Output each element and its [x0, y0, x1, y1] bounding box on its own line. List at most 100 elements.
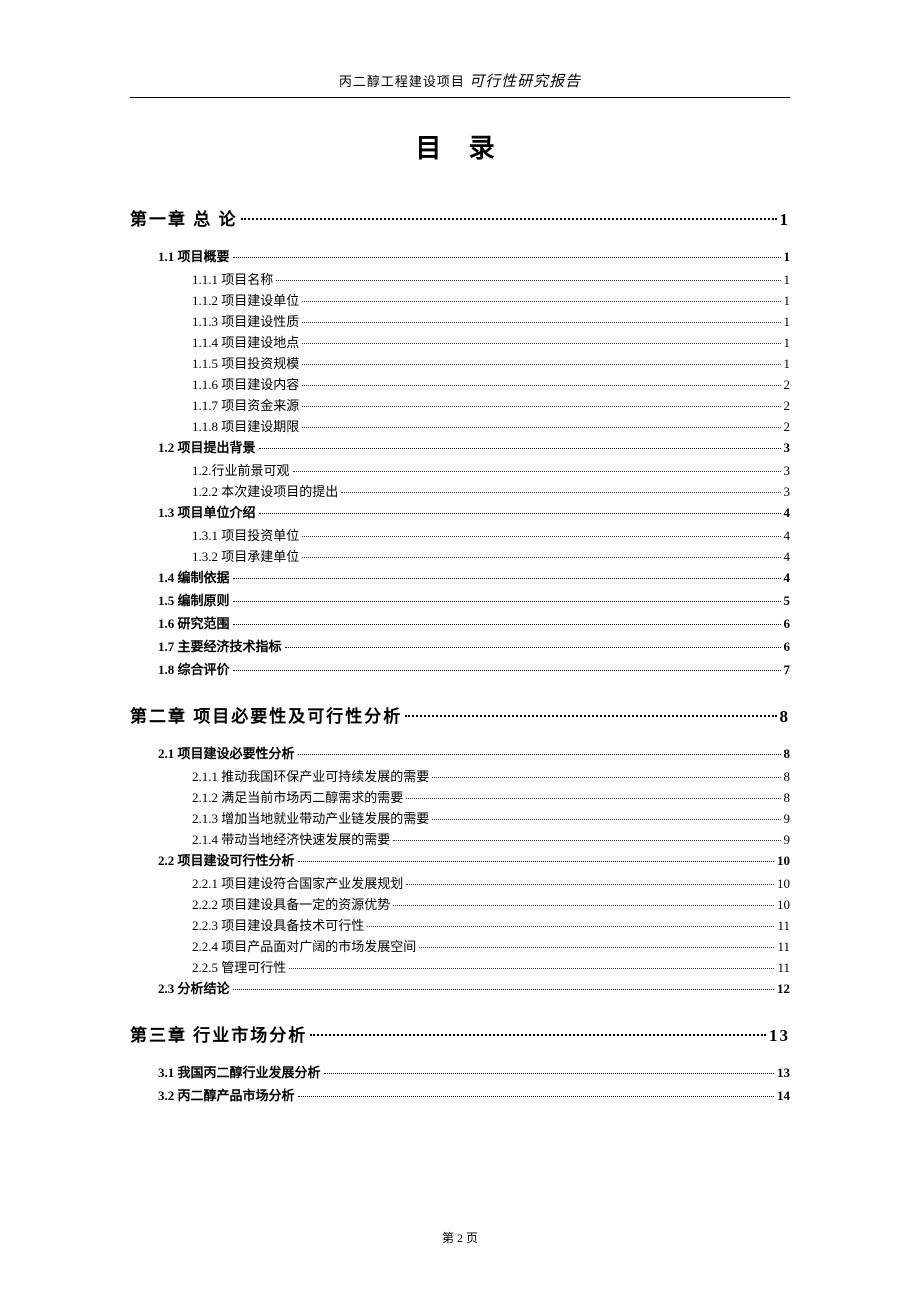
- toc-entry-page: 3: [784, 440, 791, 456]
- toc-leader-dots: [406, 798, 780, 799]
- toc-entry-label: 1.8 综合评价: [158, 659, 230, 678]
- toc-entry: 1.1.4 项目建设地点1: [192, 332, 790, 351]
- toc-leader-dots: [393, 840, 780, 841]
- toc-entry-page: 11: [777, 960, 790, 976]
- toc-entry: 1.3.2 项目承建单位4: [192, 546, 790, 565]
- toc-entry-label: 2.1.2 满足当前市场丙二醇需求的需要: [192, 787, 403, 806]
- toc-entry-page: 11: [777, 918, 790, 934]
- toc-entry-page: 9: [784, 832, 791, 848]
- toc-entry-label: 3.2 丙二醇产品市场分析: [158, 1085, 295, 1104]
- toc-leader-dots: [285, 647, 781, 648]
- toc-entry-label: 1.7 主要经济技术指标: [158, 636, 282, 655]
- toc-leader-dots: [233, 989, 774, 990]
- toc-leader-dots: [341, 492, 780, 493]
- toc-entry-label: 3.1 我国丙二醇行业发展分析: [158, 1062, 321, 1081]
- toc-entry: 1.6 研究范围 6: [158, 613, 790, 632]
- toc-leader-dots: [302, 536, 780, 537]
- toc-entry-page: 2: [784, 398, 791, 414]
- toc-entry-label: 1.1.1 项目名称: [192, 269, 273, 288]
- toc-leader-dots: [406, 884, 774, 885]
- toc-leader-dots: [302, 301, 780, 302]
- toc-leader-dots: [302, 343, 780, 344]
- page-footer: 第 2 页: [0, 1229, 920, 1246]
- toc-entry-label: 1.1.2 项目建设单位: [192, 290, 299, 309]
- toc-entry-label: 1.6 研究范围: [158, 613, 230, 632]
- toc-entry-page: 10: [777, 876, 790, 892]
- toc-entry-page: 1: [784, 356, 791, 372]
- toc-entry: 1.1.6 项目建设内容2: [192, 374, 790, 393]
- toc-list: 第一章 总 论11.1 项目概要11.1.1 项目名称11.1.2 项目建设单位…: [130, 205, 790, 1104]
- header-report-type: 可行性研究报告: [469, 74, 581, 90]
- toc-entry-page: 8: [784, 790, 791, 806]
- toc-entry-page: 14: [777, 1088, 790, 1104]
- toc-entry-label: 第三章 行业市场分析: [130, 1021, 307, 1046]
- toc-entry: 2.1.4 带动当地经济快速发展的需要 9: [192, 829, 790, 848]
- toc-entry-label: 1.3 项目单位介绍: [158, 502, 256, 521]
- toc-entry-label: 2.2.1 项目建设符合国家产业发展规划: [192, 873, 403, 892]
- toc-leader-dots: [241, 218, 777, 220]
- toc-leader-dots: [302, 385, 780, 386]
- toc-leader-dots: [233, 601, 781, 602]
- toc-entry-label: 2.1.4 带动当地经济快速发展的需要: [192, 829, 390, 848]
- toc-leader-dots: [419, 947, 774, 948]
- header-project: 丙二醇工程建设项目: [339, 74, 465, 89]
- toc-entry-page: 8: [780, 707, 791, 727]
- toc-entry-label: 2.1 项目建设必要性分析: [158, 743, 295, 762]
- toc-entry: 1.1 项目概要1: [158, 246, 790, 265]
- toc-entry-label: 2.3 分析结论: [158, 978, 230, 997]
- toc-leader-dots: [298, 861, 774, 862]
- toc-entry: 1.1.5 项目投资规模1: [192, 353, 790, 372]
- toc-entry-label: 第一章 总 论: [130, 205, 238, 230]
- toc-leader-dots: [393, 905, 774, 906]
- toc-leader-dots: [293, 471, 781, 472]
- toc-leader-dots: [259, 448, 781, 449]
- toc-entry-page: 9: [784, 811, 791, 827]
- toc-entry: 2.2.1 项目建设符合国家产业发展规划 10: [192, 873, 790, 892]
- toc-entry: 2.2.2 项目建设具备一定的资源优势10: [192, 894, 790, 913]
- toc-entry: 2.2.5 管理可行性11: [192, 957, 790, 976]
- toc-entry-label: 2.2.4 项目产品面对广阔的市场发展空间: [192, 936, 416, 955]
- toc-entry: 1.1.7 项目资金来源2: [192, 395, 790, 414]
- toc-leader-dots: [289, 968, 774, 969]
- toc-entry: 1.5 编制原则5: [158, 590, 790, 609]
- toc-leader-dots: [302, 557, 780, 558]
- toc-leader-dots: [432, 777, 780, 778]
- toc-entry-page: 1: [784, 314, 791, 330]
- toc-leader-dots: [367, 926, 774, 927]
- toc-entry-label: 1.1.3 项目建设性质: [192, 311, 299, 330]
- toc-entry: 2.3 分析结论 12: [158, 978, 790, 997]
- toc-entry-label: 2.2.3 项目建设具备技术可行性: [192, 915, 364, 934]
- toc-leader-dots: [298, 1096, 774, 1097]
- toc-entry-label: 1.1.8 项目建设期限: [192, 416, 299, 435]
- toc-entry-page: 4: [784, 505, 791, 521]
- toc-entry: 1.1.2 项目建设单位1: [192, 290, 790, 309]
- toc-entry-page: 3: [784, 484, 791, 500]
- toc-entry-page: 1: [784, 335, 791, 351]
- toc-entry-label: 1.4 编制依据: [158, 567, 230, 586]
- toc-leader-dots: [405, 715, 776, 717]
- toc-entry: 1.1.1 项目名称 1: [192, 269, 790, 288]
- toc-entry: 1.2.2 本次建设项目的提出3: [192, 481, 790, 500]
- toc-entry-page: 8: [784, 746, 791, 762]
- toc-entry: 2.1 项目建设必要性分析 8: [158, 743, 790, 762]
- toc-leader-dots: [302, 406, 780, 407]
- toc-leader-dots: [233, 624, 781, 625]
- toc-entry: 1.2.行业前景可观3: [192, 460, 790, 479]
- toc-entry: 1.3 项目单位介绍 4: [158, 502, 790, 521]
- toc-entry: 第一章 总 论1: [130, 205, 790, 230]
- toc-leader-dots: [302, 322, 780, 323]
- toc-entry: 第二章 项目必要性及可行性分析8: [130, 702, 790, 727]
- toc-entry: 1.1.8 项目建设期限 2: [192, 416, 790, 435]
- toc-entry-label: 1.2 项目提出背景: [158, 437, 256, 456]
- toc-entry-page: 4: [784, 528, 791, 544]
- toc-entry-label: 1.3.2 项目承建单位: [192, 546, 299, 565]
- toc-entry-page: 6: [784, 616, 791, 632]
- toc-leader-dots: [233, 578, 781, 579]
- toc-entry-page: 12: [777, 981, 790, 997]
- toc-entry-page: 1: [784, 272, 791, 288]
- toc-entry: 3.2 丙二醇产品市场分析 14: [158, 1085, 790, 1104]
- toc-leader-dots: [302, 364, 780, 365]
- toc-entry-page: 2: [784, 419, 791, 435]
- toc-leader-dots: [233, 670, 781, 671]
- toc-entry: 2.2.4 项目产品面对广阔的市场发展空间11: [192, 936, 790, 955]
